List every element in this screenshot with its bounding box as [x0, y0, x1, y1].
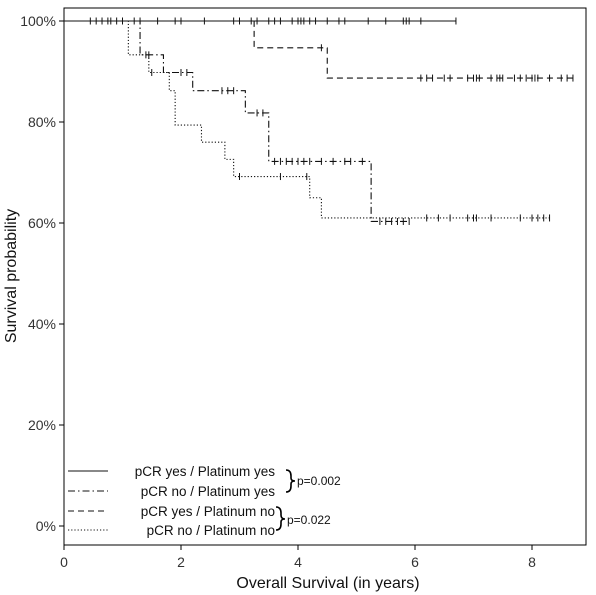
y-axis-title: Survival probability: [3, 209, 20, 343]
y-tick-label: 0%: [36, 518, 56, 534]
survival-curves: [64, 20, 573, 223]
y-tick-label: 80%: [28, 114, 56, 130]
legend-label: pCR yes / Platinum yes: [135, 464, 276, 479]
x-tick-label: 2: [177, 554, 185, 570]
censor-marks: [89, 17, 574, 225]
x-tick-label: 0: [60, 554, 68, 570]
p-value-1: p=0.002: [297, 474, 341, 488]
legend-bracket-2: p=0.022: [275, 506, 331, 531]
x-axis-title: Overall Survival (in years): [236, 575, 419, 592]
legend-label: pCR no / Platinum no: [147, 523, 275, 538]
x-tick-label: 6: [411, 554, 419, 570]
curve-dashed: [64, 20, 573, 79]
p-value-2: p=0.022: [287, 513, 331, 527]
x-tick-label: 4: [294, 554, 302, 570]
curve-dashdot: [64, 20, 410, 223]
axis-ticks: 0 2 4 6 80%20%40%60%80%100%: [20, 13, 536, 570]
legend-label: pCR no / Platinum yes: [141, 484, 276, 499]
y-tick-label: 40%: [28, 316, 56, 332]
curve-dotted: [64, 20, 550, 219]
y-tick-label: 60%: [28, 215, 56, 231]
legend: p=0.002 p=0.022 pCR yes / Platinum yes pC…: [68, 464, 341, 538]
legend-label: pCR yes / Platinum no: [141, 504, 275, 519]
plot-frame: [63, 7, 587, 546]
y-tick-label: 100%: [20, 13, 56, 29]
legend-bracket-1: p=0.002: [285, 469, 341, 493]
x-tick-label: 8: [528, 554, 536, 570]
y-tick-label: 20%: [28, 417, 56, 433]
